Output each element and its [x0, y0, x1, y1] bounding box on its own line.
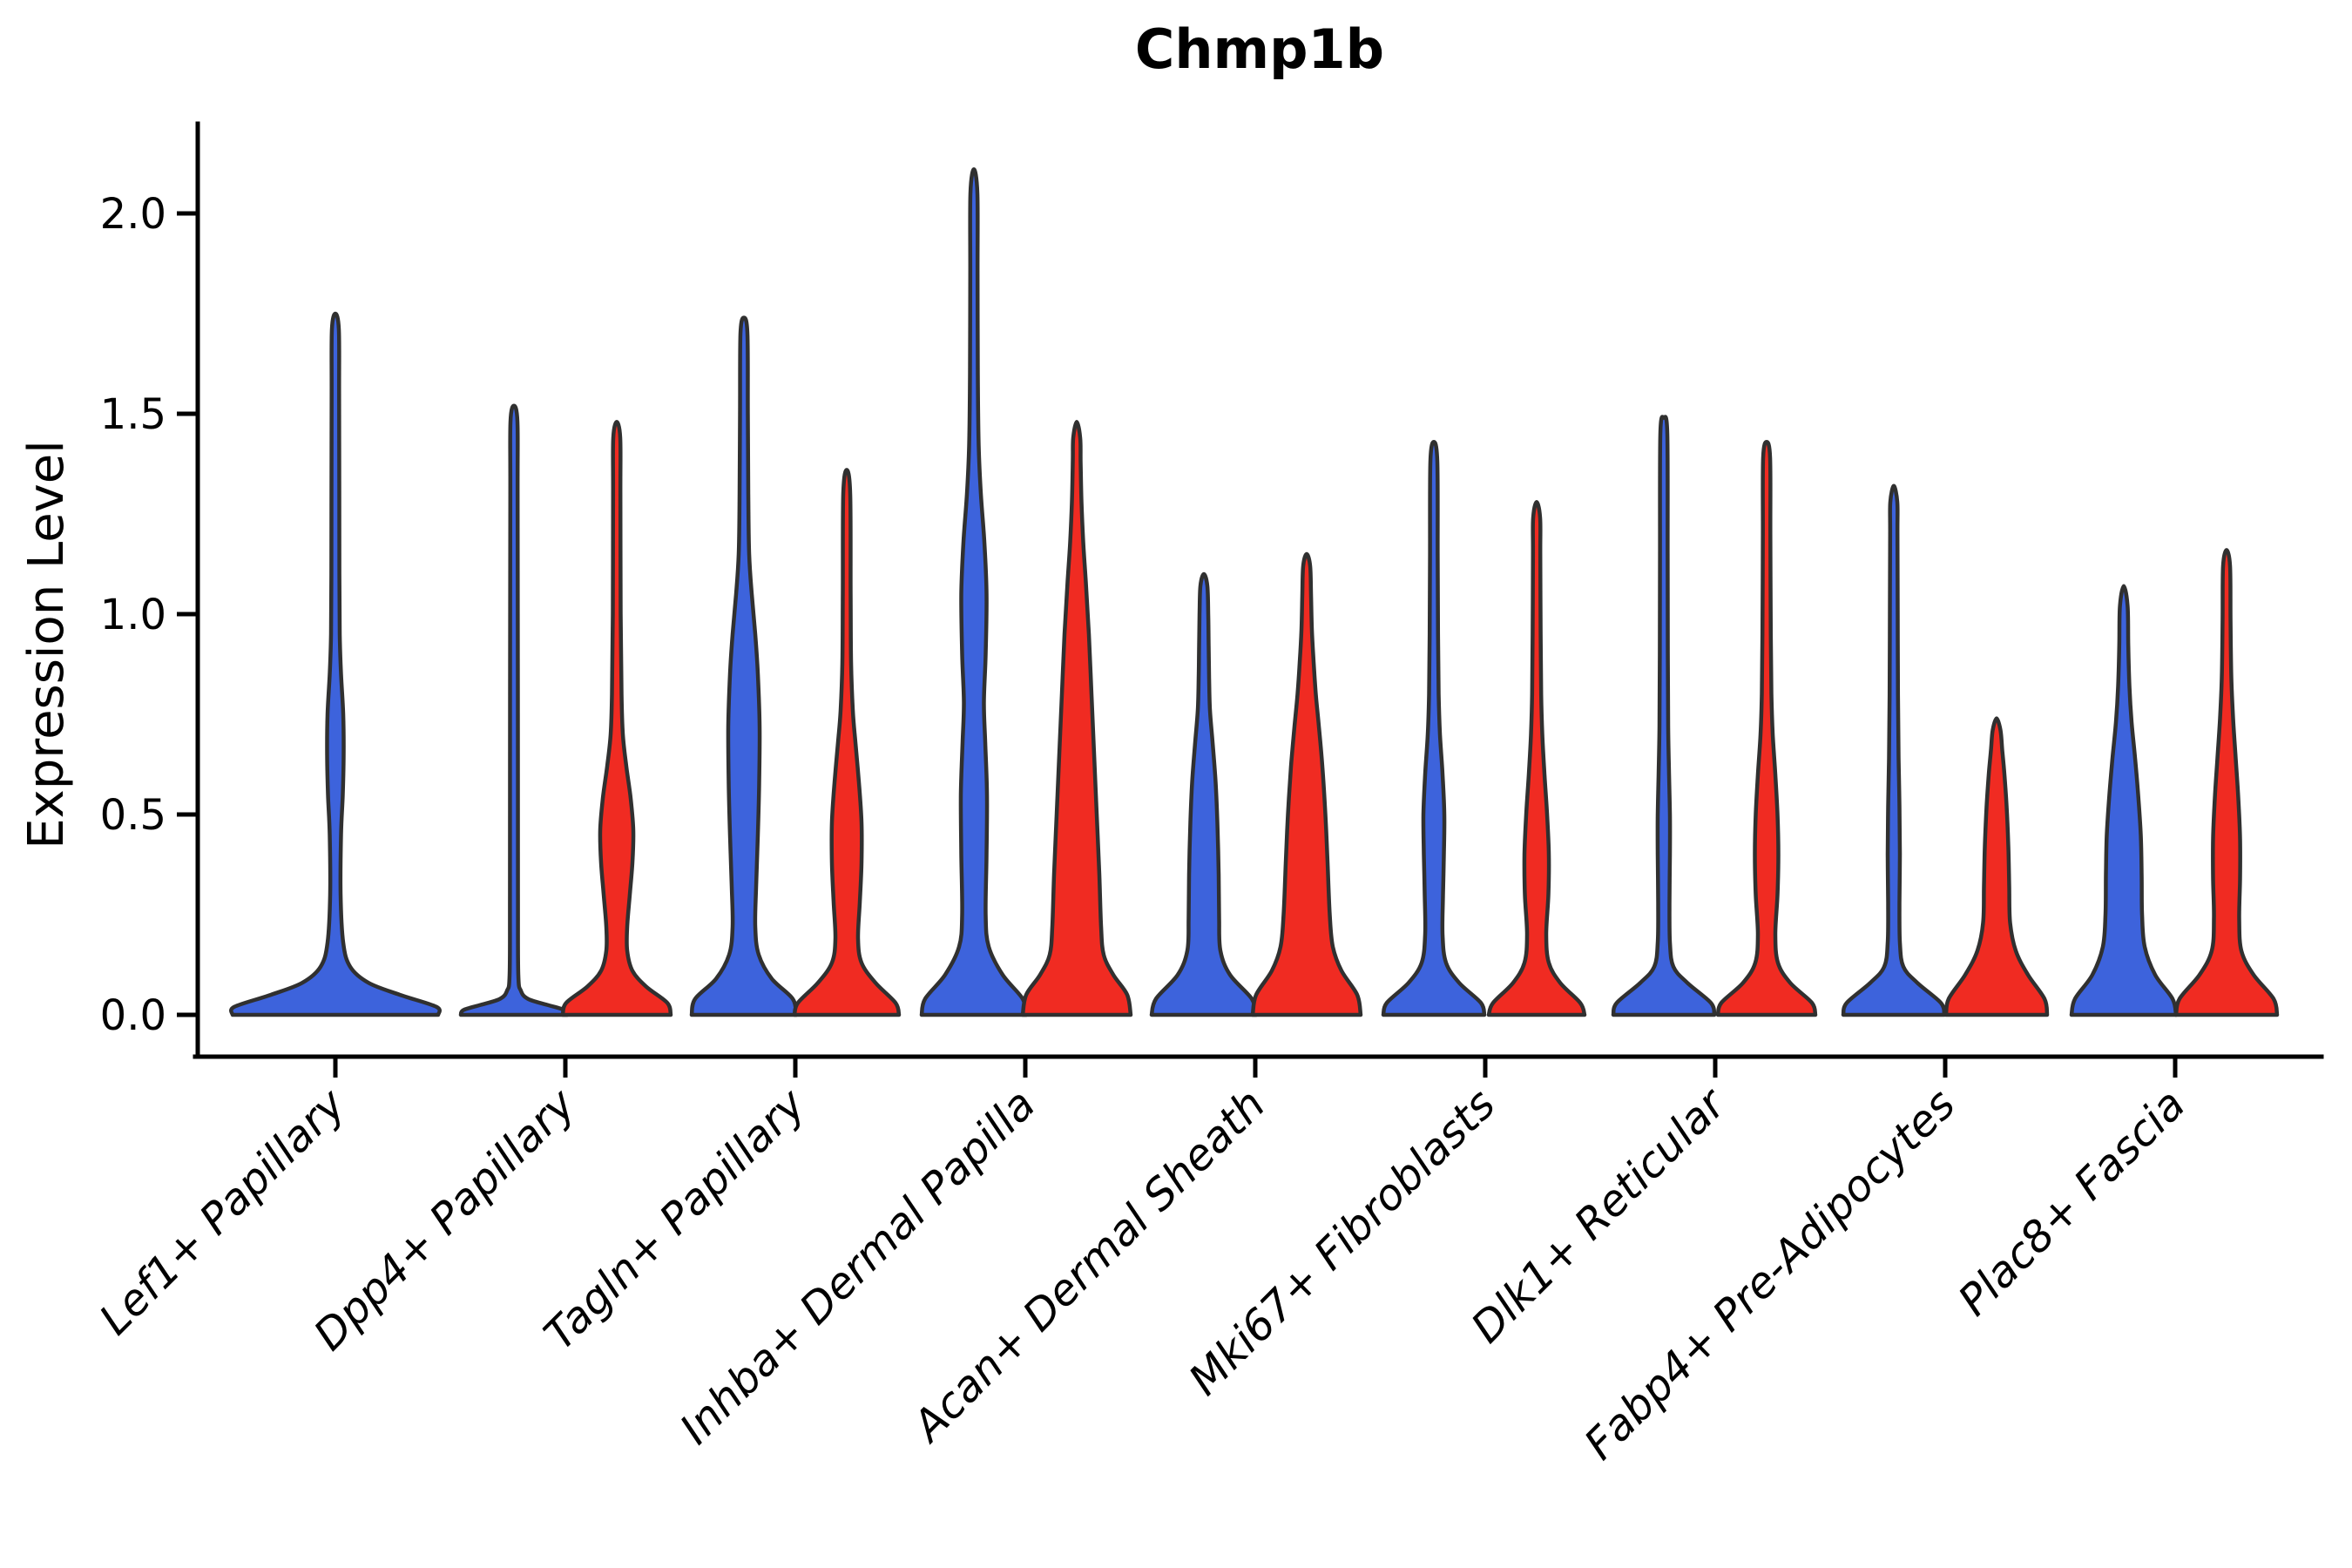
- y-tick-label: 1.0: [100, 591, 166, 639]
- violin-red-6: [1715, 439, 1818, 1017]
- x-tick-label-8: Plac8+ Fascia: [1949, 1079, 2194, 1325]
- y-tick-label: 0.5: [100, 791, 166, 840]
- y-tick-label: 1.5: [100, 390, 166, 439]
- violin-red-4: [1250, 551, 1363, 1017]
- violin-blue-2: [689, 315, 799, 1017]
- violin-blue-8: [2069, 584, 2179, 1017]
- y-tick-label: 2.0: [100, 190, 166, 239]
- x-tick-label-0: Lef1+ Papillary: [90, 1078, 355, 1344]
- violin-blue-7: [1841, 483, 1947, 1017]
- violin-red-1: [560, 419, 673, 1017]
- violin-red-8: [2173, 548, 2280, 1017]
- y-axis-label: Expression Level: [18, 440, 75, 849]
- violin-blue-0: [229, 311, 442, 1017]
- violin-blue-5: [1381, 439, 1487, 1017]
- violin-red-3: [1020, 419, 1133, 1017]
- chart-title: Chmp1b: [1135, 17, 1384, 81]
- violins-layer: [229, 167, 2280, 1017]
- violin-blue-6: [1611, 415, 1717, 1017]
- violin-blue-3: [919, 167, 1029, 1017]
- y-tick-label: 0.0: [100, 991, 166, 1040]
- violin-red-2: [792, 468, 902, 1017]
- y-axis-ticks: 2.0 1.5 1.0 0.5 0.0: [100, 190, 198, 1040]
- violin-blue-4: [1149, 571, 1259, 1017]
- violin-red-7: [1943, 716, 2050, 1017]
- x-tick-label-7: Fabp4+ Pre-Adipocytes: [1575, 1079, 1965, 1470]
- violin-blue-1: [458, 403, 570, 1017]
- violin-red-5: [1486, 499, 1587, 1017]
- x-tick-label-6: Dlk1+ Reticular: [1462, 1078, 1736, 1352]
